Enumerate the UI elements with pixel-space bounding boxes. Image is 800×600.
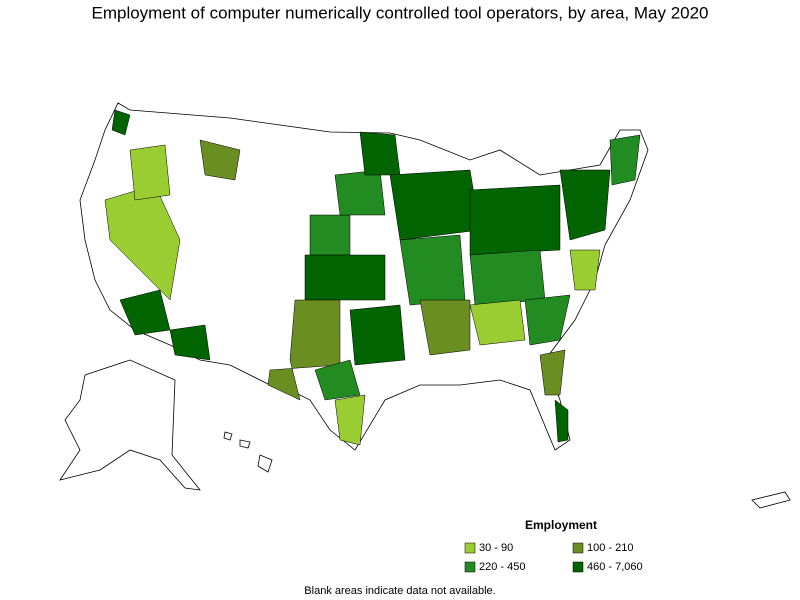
legend: 30 - 90 100 - 210 220 - 450 460 - 7,060 (464, 542, 643, 573)
legend-label: 460 - 7,060 (587, 561, 643, 573)
area-patch (334, 169, 386, 216)
legend-swatch (464, 542, 476, 554)
footnote: Blank areas indicate data not available. (304, 585, 495, 597)
map-title: Employment of computer numerically contr… (91, 3, 708, 22)
area-patch (314, 359, 361, 401)
area-patch (609, 134, 641, 186)
area-patch (334, 394, 366, 446)
map-shapes (59, 102, 791, 509)
area-patch (399, 234, 466, 306)
area-patch (539, 349, 566, 396)
area-patch (469, 249, 546, 306)
legend-swatch (572, 542, 584, 554)
area-patch (267, 299, 341, 401)
area-patch (309, 214, 351, 256)
area-patch (359, 131, 401, 176)
area-patch (559, 169, 611, 241)
area-patch (524, 294, 571, 346)
legend-label: 100 - 210 (587, 542, 633, 554)
area-patch (554, 399, 569, 443)
area-patch (129, 144, 171, 201)
area-patch (349, 304, 406, 366)
legend-title: Employment (525, 518, 597, 532)
legend-label: 30 - 90 (479, 542, 513, 554)
legend-label: 220 - 450 (479, 561, 525, 573)
area-patch (419, 299, 471, 356)
area-patch (111, 109, 131, 136)
area-patch (304, 254, 386, 301)
legend-swatch (572, 561, 584, 573)
alaska-outline (59, 359, 201, 491)
hawaii-outline (223, 431, 273, 473)
puerto-rico-outline (751, 491, 791, 509)
area-patch (469, 299, 526, 346)
area-patch (469, 184, 561, 256)
area-patch (199, 139, 241, 181)
area-patch (569, 249, 601, 291)
area-patch (389, 169, 481, 241)
legend-swatch (464, 561, 476, 573)
area-patch (169, 324, 211, 361)
